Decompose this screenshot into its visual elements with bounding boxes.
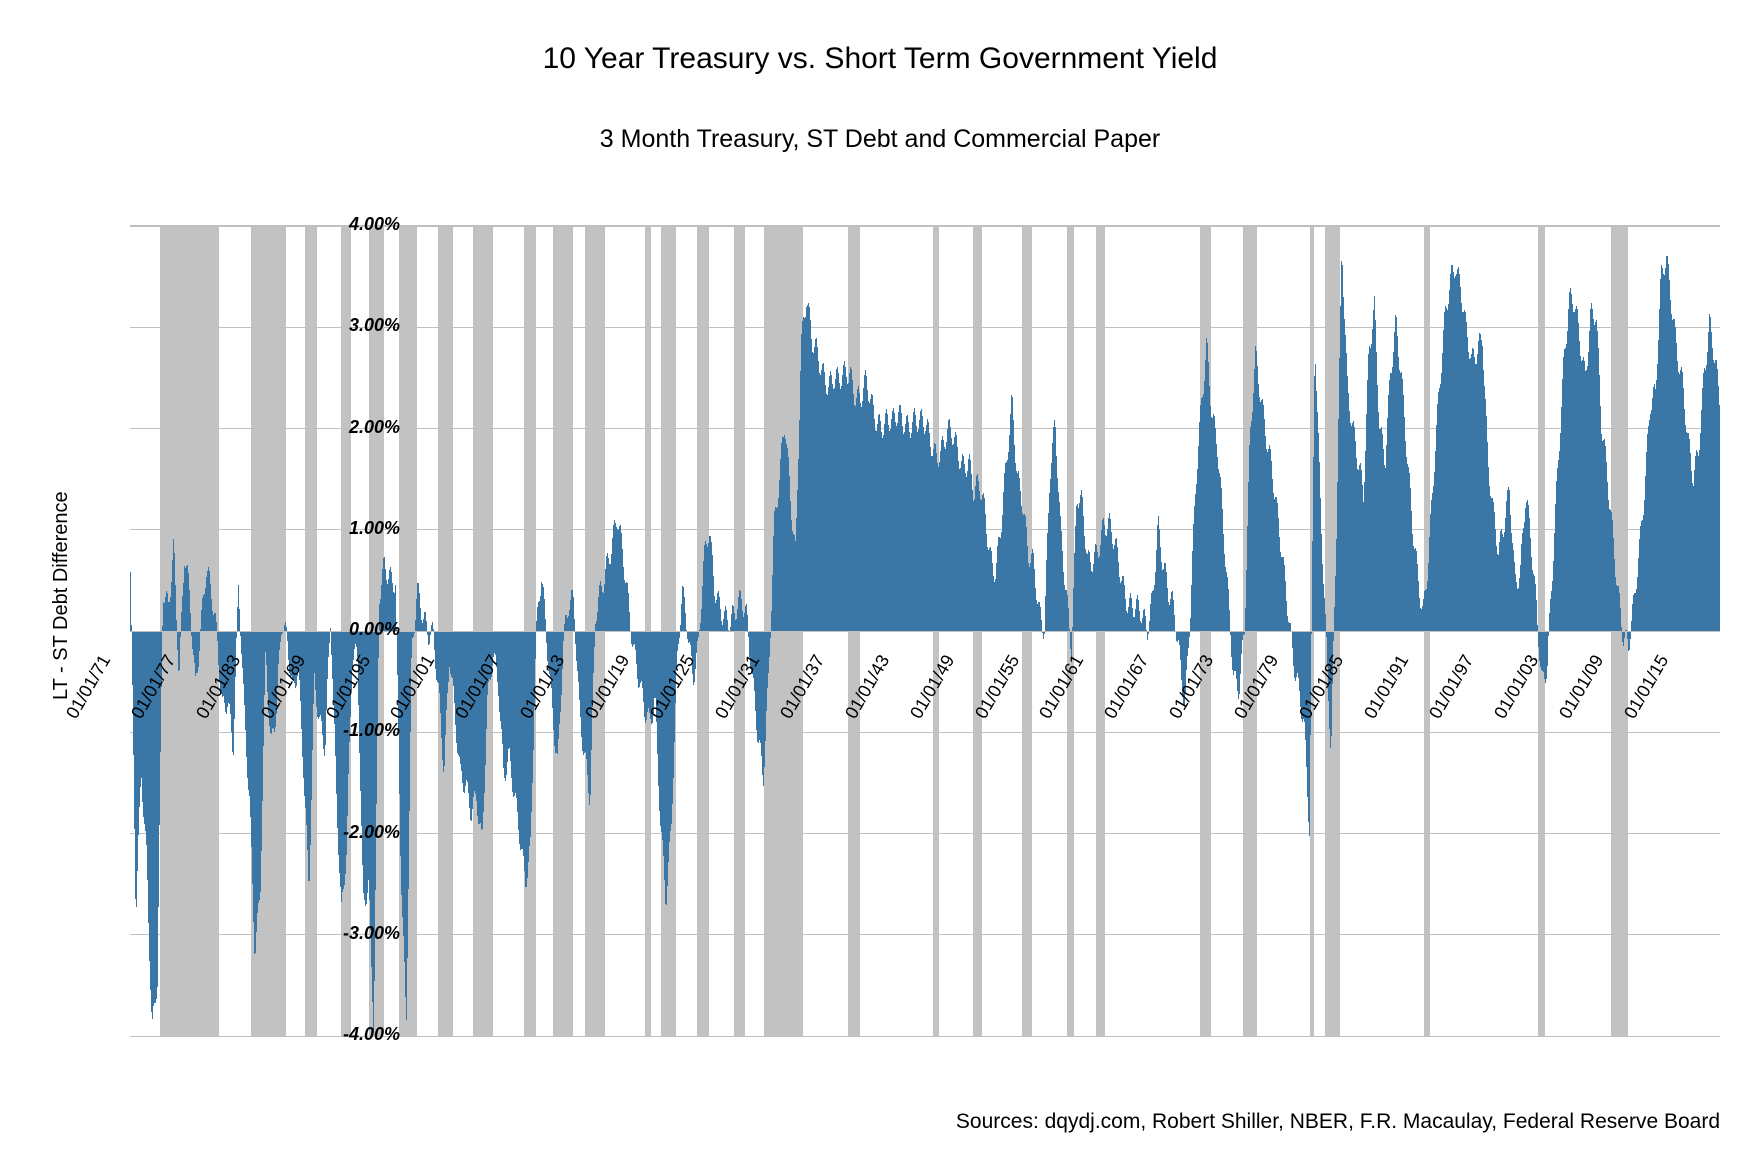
y-tick-label: -2.00% — [330, 822, 400, 843]
y-tick-label: 1.00% — [330, 518, 400, 539]
bar — [199, 631, 200, 651]
bar — [239, 609, 240, 631]
bar — [1719, 405, 1720, 631]
bar — [236, 631, 237, 638]
bar — [574, 619, 575, 631]
bar — [426, 621, 427, 631]
bar — [747, 615, 748, 631]
bar — [180, 631, 181, 637]
bar — [190, 613, 191, 631]
chart-title: 10 Year Treasury vs. Short Term Governme… — [0, 42, 1760, 76]
y-tick-label: 4.00% — [330, 214, 400, 235]
y-tick-label: -4.00% — [330, 1024, 400, 1045]
bar — [1229, 610, 1230, 631]
bar — [1325, 614, 1326, 631]
y-tick-label: 2.00% — [330, 417, 400, 438]
bar — [545, 619, 546, 631]
bar — [535, 631, 536, 659]
bar — [685, 613, 686, 631]
y-tick-label: -1.00% — [330, 720, 400, 741]
bar — [1145, 616, 1146, 631]
bar — [1189, 631, 1190, 637]
bar — [1333, 631, 1334, 641]
bar — [1624, 631, 1625, 638]
bar — [698, 631, 699, 637]
bar — [1630, 631, 1631, 639]
bar — [563, 631, 564, 641]
bar — [179, 631, 180, 670]
bar — [1068, 608, 1069, 631]
bar — [1548, 631, 1549, 636]
bar — [1174, 615, 1175, 631]
bar — [1244, 631, 1245, 634]
bar — [1041, 620, 1042, 631]
bar — [594, 631, 595, 647]
bar — [130, 572, 131, 631]
y-axis-label: LT - ST Debt Difference — [50, 491, 73, 700]
bar — [629, 612, 630, 631]
chart-subtitle: 3 Month Treasury, ST Debt and Commercial… — [0, 125, 1760, 154]
y-tick-label: -3.00% — [330, 923, 400, 944]
sources-caption: Sources: dqydj.com, Robert Shiller, NBER… — [956, 1110, 1720, 1134]
bar — [679, 631, 680, 638]
bar — [770, 631, 771, 638]
y-tick-label: 0.00% — [330, 619, 400, 640]
y-tick-label: 3.00% — [330, 315, 400, 336]
bar — [1148, 631, 1149, 634]
bar — [430, 631, 431, 635]
bar — [176, 620, 177, 631]
